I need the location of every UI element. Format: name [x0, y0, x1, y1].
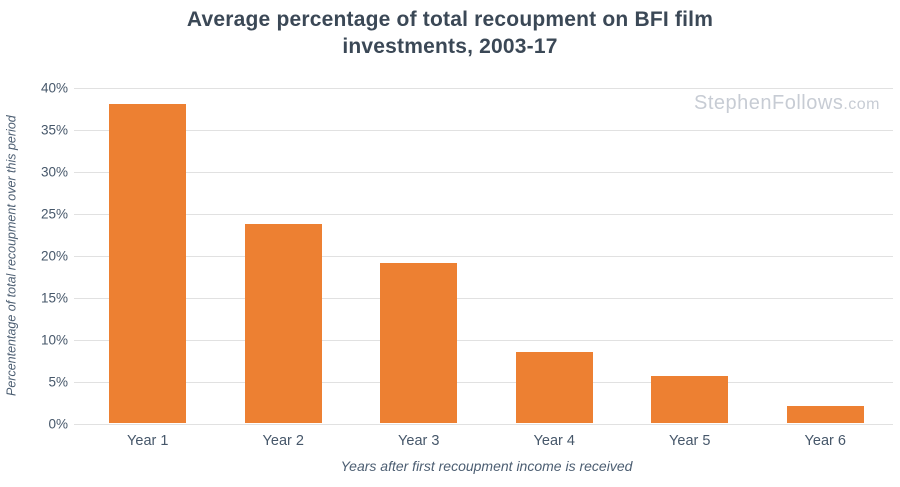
- bar-year-4: [515, 351, 593, 423]
- watermark-name: StephenFollows: [694, 92, 844, 114]
- chart-title-line-2: investments, 2003-17: [342, 35, 558, 58]
- y-axis-title: Percententage of total recoupment over t…: [4, 115, 19, 397]
- bar-year-6: [786, 406, 864, 423]
- x-tick-label-year-4: Year 4: [533, 433, 575, 449]
- plot-area: 0% 5% 10% 15% 20% 25% 30% 35% 40% Year 1 Year 2 Yea…: [41, 81, 893, 449]
- y-tick-label-25: 25%: [40, 206, 68, 222]
- gridline-5: [74, 381, 893, 383]
- chart-title: Average percentage of total recoupment o…: [0, 6, 900, 60]
- y-tick-label-0: 0%: [48, 416, 68, 432]
- y-tick-label-40: 40%: [40, 80, 68, 96]
- gridline-25: [74, 213, 893, 215]
- gridline-30: [74, 171, 893, 173]
- bar-year-5: [651, 375, 729, 423]
- y-tick-label-30: 30%: [40, 164, 68, 180]
- gridline-10: [74, 339, 893, 341]
- bar-year-2: [244, 223, 322, 423]
- gridline-20: [74, 255, 893, 257]
- y-tick-label-20: 20%: [40, 248, 68, 264]
- gridline-0: [74, 423, 893, 425]
- gridline-15: [74, 297, 893, 299]
- bar-year-3: [380, 263, 458, 423]
- x-tick-label-year-1: Year 1: [127, 433, 169, 449]
- x-tick-label-year-6: Year 6: [804, 433, 846, 449]
- x-tick-label-year-5: Year 5: [669, 433, 711, 449]
- y-tick-label-15: 15%: [40, 290, 68, 306]
- y-tick-label-10: 10%: [40, 332, 68, 348]
- bar-year-1: [109, 103, 187, 423]
- x-tick-label-year-3: Year 3: [398, 433, 440, 449]
- watermark: StephenFollows.com: [694, 92, 880, 115]
- watermark-suffix: .com: [843, 96, 880, 113]
- y-tick-label-5: 5%: [48, 374, 68, 390]
- chart-title-line-1: Average percentage of total recoupment o…: [186, 8, 714, 31]
- y-tick-label-35: 35%: [40, 122, 68, 138]
- gridline-35: [74, 129, 893, 131]
- x-axis-title: Years after first recoupment income is r…: [340, 458, 633, 474]
- x-tick-label-year-2: Year 2: [262, 433, 304, 449]
- gridline-40: [74, 87, 893, 89]
